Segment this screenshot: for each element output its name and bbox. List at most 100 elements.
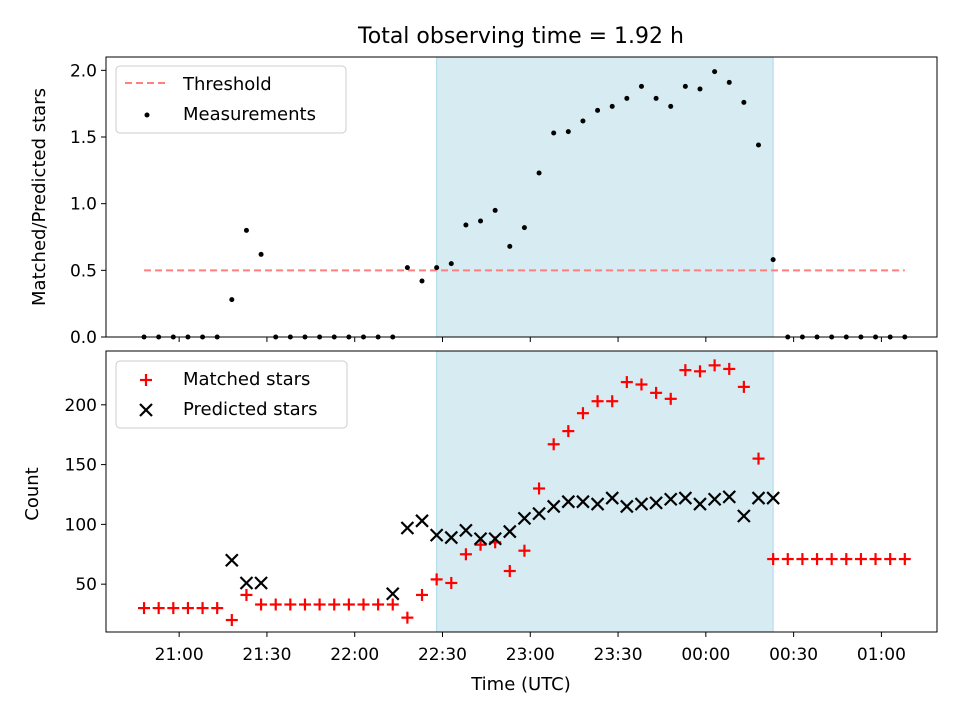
predicted-star-point <box>634 497 649 511</box>
predicted-x-b <box>576 494 590 509</box>
predicted-x-b <box>473 531 488 546</box>
measurement-point <box>492 207 498 213</box>
count-x-axis: 21:00 21:30 22:00 22:30 23:00 23:30 00:00 00:30… <box>155 632 906 665</box>
measurement-point <box>726 79 732 85</box>
predicted-x-b <box>634 497 649 511</box>
matched-star-point <box>181 602 194 615</box>
matched-star-point <box>620 376 633 389</box>
count-y-tick-label: 100 <box>65 515 97 535</box>
matched-star-point <box>693 365 706 378</box>
ratio-y-tick-label: 0.0 <box>70 328 97 348</box>
x-tick-label: 01:00 <box>857 645 906 665</box>
measurement-point <box>565 129 571 135</box>
predicted-star-point <box>459 523 473 538</box>
predicted-x-b <box>722 490 737 504</box>
x-tick-label: 22:00 <box>330 645 379 665</box>
predicted-x-b <box>225 553 239 568</box>
predicted-star-point <box>707 492 722 507</box>
predicted-star-point <box>663 492 678 507</box>
ratio-panel: 0.00.51.01.52.0 Matched/Predicted stars … <box>29 56 938 348</box>
measurement-point <box>712 69 718 75</box>
matched-star-point <box>650 386 663 399</box>
matched-star-point <box>284 598 297 611</box>
measurement-point <box>419 278 425 284</box>
predicted-x-b <box>517 511 532 526</box>
predicted-star-point <box>517 511 532 526</box>
measurement-point <box>595 107 601 113</box>
matched-star-point <box>357 598 370 611</box>
matched-star-point <box>533 482 546 495</box>
predicted-star-point <box>605 491 619 505</box>
ratio-axes-frame <box>105 56 938 338</box>
matched-star-point <box>240 588 253 601</box>
ratio-y-tick-label: 0.5 <box>70 261 97 281</box>
ratio-y-tick-label: 2.0 <box>70 61 97 81</box>
count-plot-area <box>138 359 911 627</box>
matched-star-point <box>752 452 765 465</box>
x-tick-label: 22:30 <box>418 645 467 665</box>
measurement-point <box>258 251 264 257</box>
x-tick-label: 00:00 <box>681 645 730 665</box>
matched-star-point <box>152 602 165 615</box>
legend-matched-swatch <box>140 374 152 386</box>
measurement-point <box>243 227 249 233</box>
predicted-x-b <box>444 530 459 545</box>
predicted-x-b <box>415 514 429 528</box>
count-legend: Matched stars Predicted stars <box>115 360 348 429</box>
measurement-point <box>624 95 630 101</box>
measurement-point <box>507 243 513 249</box>
predicted-x-b <box>532 506 546 521</box>
predicted-x-b <box>737 509 751 523</box>
measurement-point <box>682 83 688 89</box>
predicted-star-point <box>429 528 444 542</box>
predicted-x-b <box>546 499 561 514</box>
legend-threshold-label: Threshold <box>182 74 272 95</box>
predicted-star-point <box>473 531 488 546</box>
legend-measurements-swatch <box>144 112 150 118</box>
predicted-star-point <box>751 491 766 505</box>
matched-star-point <box>445 576 458 589</box>
predicted-star-point <box>693 497 707 511</box>
x-tick-label: 21:30 <box>242 645 291 665</box>
measurement-point <box>756 142 762 148</box>
x-tick-label: 21:00 <box>155 645 204 665</box>
ratio-x-axis <box>178 337 882 342</box>
predicted-x-b <box>561 494 576 509</box>
predicted-star-point <box>546 499 561 514</box>
matched-star-point <box>767 553 780 566</box>
ratio-legend-frame <box>115 65 347 134</box>
predicted-x-b <box>385 586 400 601</box>
matched-star-point <box>679 364 692 377</box>
matched-star-point <box>664 392 677 405</box>
count-y-axis-label: Count <box>22 467 43 520</box>
predicted-star-point <box>649 496 663 510</box>
count-y-axis: 50 100 150 200 <box>65 396 106 595</box>
matched-star-point <box>430 573 443 586</box>
matched-star-point <box>518 544 531 557</box>
legend-predicted-swatch <box>139 403 153 417</box>
matched-star-point <box>591 395 604 408</box>
measurement-point <box>580 118 586 124</box>
measurement-point <box>697 86 703 92</box>
x-tick-label: 23:30 <box>594 645 643 665</box>
measurement-point <box>551 130 557 136</box>
matched-star-point <box>606 395 619 408</box>
matched-star-point <box>313 598 326 611</box>
predicted-star-point <box>576 494 590 509</box>
matched-star-point <box>138 602 151 615</box>
measurement-point <box>770 257 776 263</box>
matched-star-point <box>211 602 224 615</box>
predicted-x-b <box>620 499 634 514</box>
legend-predicted-label: Predicted stars <box>183 399 317 420</box>
measurement-point <box>536 170 542 176</box>
predicted-x-b <box>459 523 473 538</box>
count-y-tick-label: 50 <box>75 575 97 595</box>
matched-star-point <box>635 378 648 391</box>
matched-star-point <box>474 538 487 551</box>
ratio-legend: Threshold Measurements <box>115 65 347 134</box>
predicted-x-b <box>590 497 605 511</box>
predicted-x-b <box>678 491 693 505</box>
measurement-point <box>478 218 484 224</box>
ratio-y-tick-label: 1.5 <box>70 128 97 148</box>
